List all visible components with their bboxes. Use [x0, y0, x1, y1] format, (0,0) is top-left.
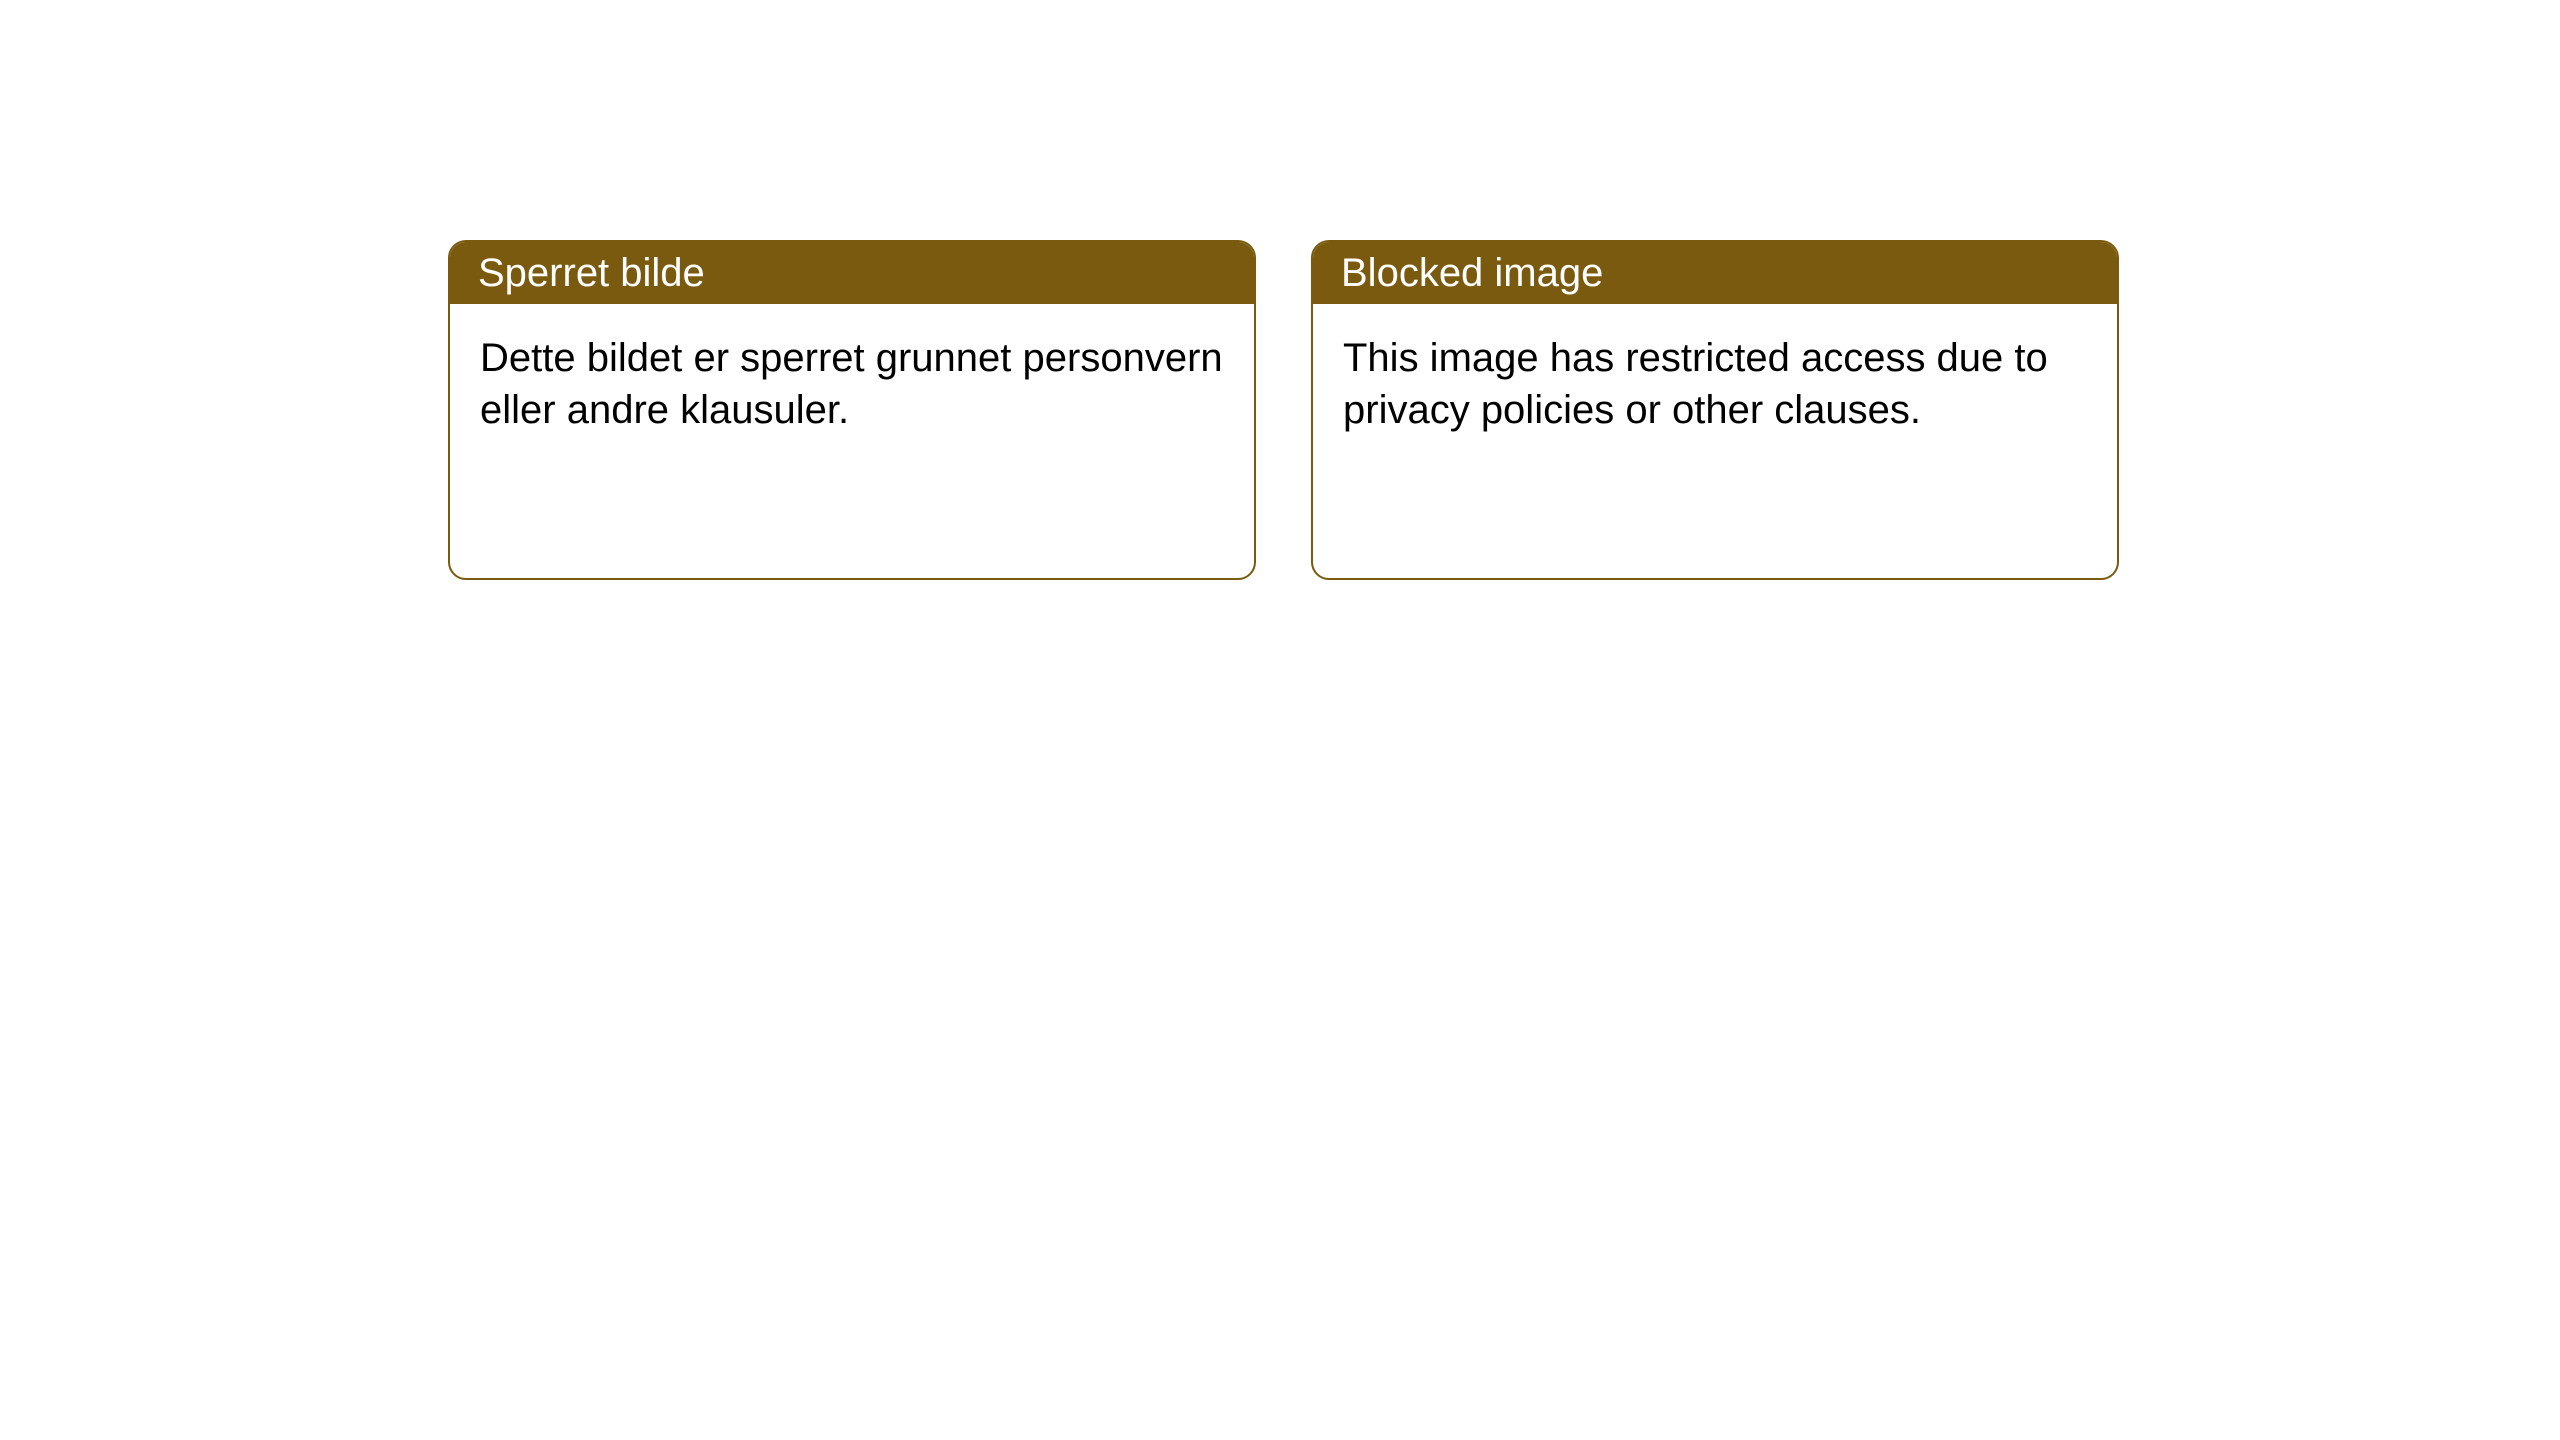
notice-body-english: This image has restricted access due to … — [1313, 304, 2117, 464]
notice-card-norwegian: Sperret bilde Dette bildet er sperret gr… — [448, 240, 1256, 580]
notice-card-english: Blocked image This image has restricted … — [1311, 240, 2119, 580]
notice-container: Sperret bilde Dette bildet er sperret gr… — [0, 0, 2560, 580]
notice-title-norwegian: Sperret bilde — [450, 242, 1254, 304]
notice-title-english: Blocked image — [1313, 242, 2117, 304]
notice-body-norwegian: Dette bildet er sperret grunnet personve… — [450, 304, 1254, 464]
